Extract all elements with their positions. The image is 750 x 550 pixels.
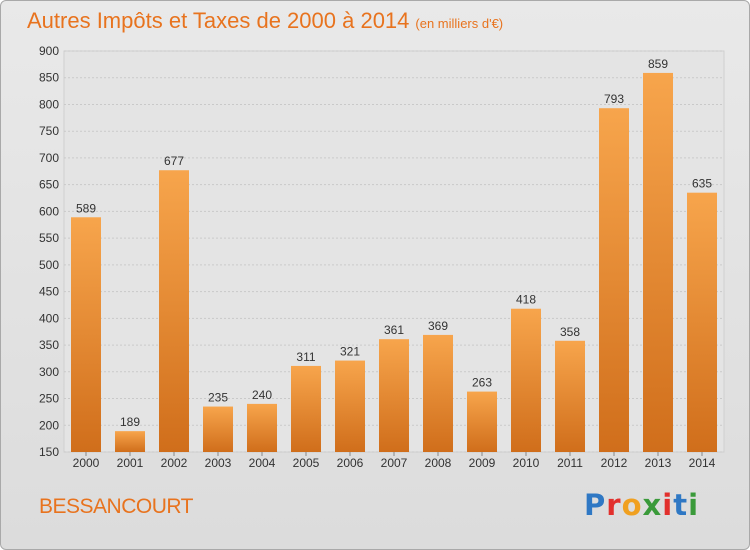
y-tick-label: 700 — [39, 151, 59, 165]
data-label-2012: 793 — [604, 92, 624, 106]
data-label-2002: 677 — [164, 154, 184, 168]
y-tick-label: 500 — [39, 258, 59, 272]
proxiti-logo[interactable]: Proxiti — [584, 488, 699, 522]
data-label-2013: 859 — [648, 57, 668, 71]
y-tick-label: 200 — [39, 418, 59, 432]
logo-letter: x — [642, 488, 663, 522]
bar-2003 — [203, 406, 233, 452]
data-label-2005: 311 — [296, 350, 315, 364]
logo-letter: r — [606, 488, 622, 522]
x-axis: 2000 2001 2002 2003 2004 2005 2006 2007 2008 2009… — [73, 452, 716, 470]
chart-title: Autres Impôts et Taxes de 2000 à 2014 (en… — [27, 8, 503, 34]
bars: 589 189 677 235 240 311 321 361 369 263 418 358 793 8… — [71, 57, 717, 453]
x-tick-label: 2014 — [689, 456, 716, 470]
bar-2014 — [687, 192, 717, 453]
bar-2001 — [115, 431, 145, 452]
logo-letter: P — [584, 488, 607, 522]
logo-letter: i — [688, 488, 700, 522]
x-tick-label: 2005 — [293, 456, 320, 470]
data-label-2014: 635 — [692, 177, 712, 191]
bar-2011 — [555, 340, 585, 452]
x-tick-label: 2007 — [381, 456, 408, 470]
data-label-2006: 321 — [340, 345, 360, 359]
y-tick-label: 150 — [39, 445, 59, 459]
x-tick-label: 2000 — [73, 456, 100, 470]
y-tick-label: 900 — [39, 44, 59, 58]
y-tick-label: 750 — [39, 124, 59, 138]
chart-title-text: Autres Impôts et Taxes de 2000 à 2014 — [27, 8, 410, 33]
data-label-2007: 361 — [384, 323, 404, 337]
x-tick-label: 2011 — [557, 456, 583, 470]
y-tick-label: 650 — [39, 178, 59, 192]
commune-name: BESSANCOURT — [39, 495, 193, 518]
y-tick-label: 300 — [39, 365, 59, 379]
y-axis: 150 200 250 300 350 400 450 500 550 600 650 700 750 8… — [39, 44, 59, 459]
data-label-2001: 189 — [120, 415, 140, 429]
data-label-2004: 240 — [252, 388, 272, 402]
y-tick-label: 400 — [39, 311, 59, 325]
x-tick-label: 2006 — [337, 456, 364, 470]
x-tick-label: 2002 — [161, 456, 188, 470]
x-tick-label: 2012 — [601, 456, 628, 470]
logo-letter: t — [673, 488, 689, 522]
data-label-2009: 263 — [472, 376, 492, 390]
y-tick-label: 250 — [39, 392, 59, 406]
x-tick-label: 2008 — [425, 456, 452, 470]
x-tick-label: 2009 — [469, 456, 496, 470]
y-tick-label: 600 — [39, 204, 59, 218]
y-tick-label: 850 — [39, 71, 59, 85]
bar-2010 — [511, 308, 541, 452]
logo-letter: o — [621, 488, 643, 522]
data-label-2008: 369 — [428, 319, 448, 333]
x-tick-label: 2001 — [117, 456, 144, 470]
data-label-2003: 235 — [208, 391, 228, 405]
x-tick-label: 2010 — [513, 456, 540, 470]
bar-2004 — [247, 403, 277, 452]
bar-2006 — [335, 360, 365, 452]
y-tick-label: 450 — [39, 285, 59, 299]
bar-2000 — [71, 217, 101, 452]
bar-2005 — [291, 365, 321, 452]
chart-subtitle: (en milliers d'€) — [415, 16, 504, 31]
x-tick-label: 2003 — [205, 456, 232, 470]
data-label-2010: 418 — [516, 293, 536, 307]
x-tick-label: 2013 — [645, 456, 672, 470]
y-tick-label: 550 — [39, 231, 59, 245]
bar-2012 — [599, 108, 629, 452]
logo-letter: i — [662, 488, 674, 522]
y-tick-label: 350 — [39, 338, 59, 352]
bar-2013 — [643, 72, 673, 453]
bar-2009 — [467, 391, 497, 452]
bar-2007 — [379, 339, 409, 452]
data-label-2000: 589 — [76, 201, 96, 215]
x-tick-label: 2004 — [249, 456, 276, 470]
bar-2008 — [423, 334, 453, 452]
y-tick-label: 800 — [39, 97, 59, 111]
bar-2002 — [159, 170, 189, 453]
data-label-2011: 358 — [560, 325, 580, 339]
